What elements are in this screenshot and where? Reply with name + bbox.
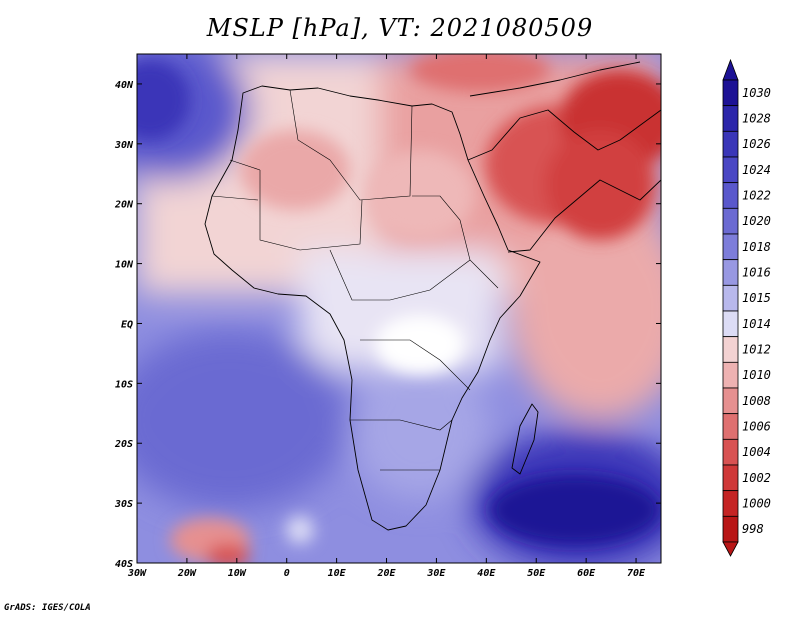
colorbar-swatch [722,259,739,286]
pressure-field [137,54,661,563]
y-tick-label: 20S [114,439,133,450]
colorbar-swatch [722,310,739,338]
x-tick-label: 50E [527,568,546,579]
colorbar-swatch [722,361,739,389]
x-tick-label: 20E [376,568,396,579]
colorbar-swatch [722,105,739,132]
colorbar-swatch [722,130,739,158]
x-tick-label: 40E [477,568,496,579]
x-tick-label: 60E [577,568,596,579]
y-tick-label: 20N [114,200,134,211]
colorbar-label: 1015 [742,291,771,305]
colorbar-label: 1022 [742,189,771,203]
x-tick-label: 20W [177,568,197,579]
plot-frame [136,53,662,564]
colorbar-label: 1014 [742,317,771,331]
grads-credit: GrADS: IGES/COLA [4,603,91,613]
x-tick-label: 10W [228,568,247,579]
colorbar-label: 1030 [742,86,771,100]
x-tick-label: 10E [328,568,347,579]
x-tick-label: 30E [426,568,446,579]
colorbar-label: 1012 [742,343,771,357]
colorbar-swatch [722,387,739,415]
colorbar-swatch [722,156,739,184]
y-tick-label: 40S [115,559,133,570]
colorbar-min-arrow [722,541,739,557]
map-title: MSLP [hPa], VT: 2021080509 [206,14,594,42]
colorbar-swatch [722,438,739,466]
colorbar-label: 1026 [742,137,771,151]
country-borders [211,89,499,471]
colorbar-label: 1010 [742,368,771,382]
colorbar-label: 1020 [742,214,771,228]
colorbar-label: 1002 [742,471,771,485]
colorbar-swatch [722,233,739,261]
colorbar-label: 1016 [742,266,771,280]
colorbar-swatch [722,284,739,312]
y-tick-label: 40N [115,80,134,91]
y-tick-label: 30N [114,140,134,151]
y-tick-label: 30S [114,499,133,510]
colorbar-max-arrow [722,58,739,81]
colorbar-swatch [722,490,739,517]
y-tick-label: 10N [115,260,134,271]
colorbar-label: 1024 [742,163,771,177]
y-tick-label: EQ [121,319,133,330]
colorbar-swatch [722,464,739,492]
colorbar-swatch [722,413,739,440]
colorbar-label: 1028 [742,112,771,126]
x-tick-label: 0 [284,568,290,579]
colorbar-label: 1004 [742,445,771,459]
colorbar-label: 1000 [742,497,771,511]
colorbar-swatch [722,182,739,209]
colorbar-label: 1008 [742,394,771,408]
colorbar-swatch [722,515,739,543]
y-tick-label: 10S [115,379,133,390]
longitude-axis: 30W 20W 10W 0 10E 20E 30E 40E 50E 60E 70E [127,54,646,579]
x-tick-label: 70E [627,568,646,579]
colorbar: 1030 1028 1026 1024 1022 1020 1018 1016 1015 1014… [722,58,771,557]
colorbar-swatch [722,79,739,107]
latitude-axis: 40N 30N 20N 10N EQ 10S 20S 30S 40S [114,80,661,570]
x-tick-label: 30W [127,568,147,579]
colorbar-swatch [722,336,739,363]
colorbar-label: 998 [742,522,764,536]
colorbar-label: 1006 [742,420,771,434]
colorbar-label: 1018 [742,240,771,254]
colorbar-swatch [722,207,739,235]
